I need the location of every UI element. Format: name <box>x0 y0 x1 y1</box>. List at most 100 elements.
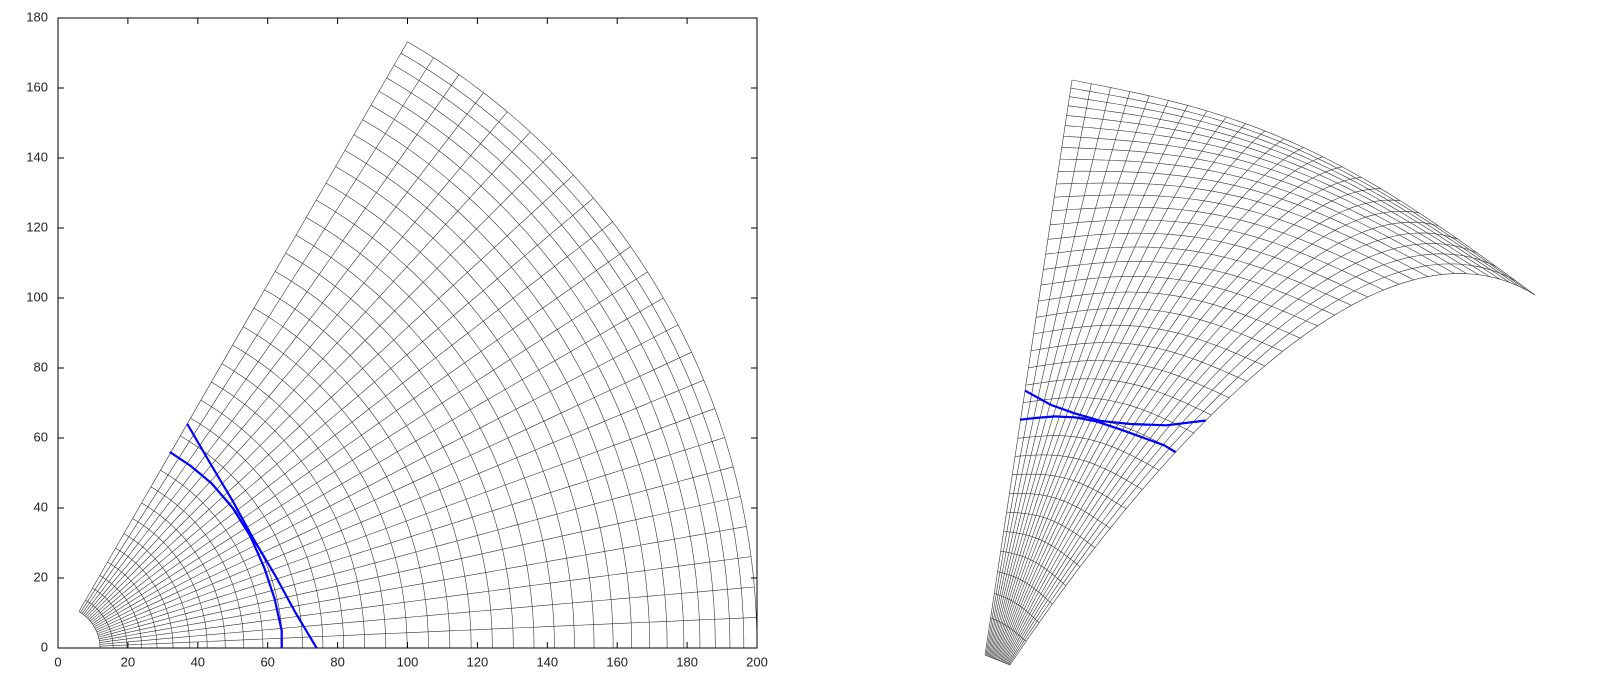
mesh-line <box>1066 115 1501 280</box>
mesh-line <box>115 547 174 649</box>
mesh-line <box>1043 261 1335 316</box>
mesh-line <box>295 234 535 649</box>
mesh-line <box>1012 473 1127 510</box>
mesh-line <box>1061 147 1468 274</box>
mesh-left <box>78 41 758 649</box>
x-tick-label: 200 <box>746 654 768 669</box>
y-tick-label: 20 <box>34 569 48 584</box>
mesh-line <box>1003 210 1420 663</box>
mesh-line <box>221 363 387 649</box>
mesh-line <box>335 166 614 649</box>
mesh-line <box>362 119 668 649</box>
plot-frame <box>57 17 758 649</box>
mesh-line <box>211 381 365 649</box>
mesh-line <box>997 571 1053 605</box>
mesh-line <box>984 654 1011 666</box>
mesh-line <box>1036 308 1283 352</box>
mesh-line <box>407 41 758 649</box>
mesh-line <box>1069 96 1519 287</box>
x-tick-label: 180 <box>676 654 698 669</box>
mesh-line <box>378 90 701 649</box>
mesh-line <box>1063 135 1479 275</box>
data-line-projected <box>1024 389 1206 427</box>
mesh-line <box>994 593 1040 623</box>
mesh-line <box>344 150 633 649</box>
mesh-line <box>1068 105 1510 283</box>
y-tick-label: 0 <box>41 639 48 654</box>
mesh-line <box>316 199 575 649</box>
x-tick-label: 60 <box>260 654 274 669</box>
mesh-line <box>1025 378 1212 416</box>
mesh-line <box>1004 221 1439 664</box>
mesh-line <box>370 104 685 649</box>
y-tick-label: 140 <box>26 149 48 164</box>
x-tick-label: 160 <box>606 654 628 669</box>
mesh-line <box>1006 511 1096 548</box>
mesh-line <box>275 271 493 649</box>
mesh-right <box>984 79 1536 666</box>
x-tick-label: 40 <box>191 654 205 669</box>
mesh-line <box>99 575 142 649</box>
mesh-line <box>1006 243 1478 664</box>
mesh-line <box>232 344 408 649</box>
mesh-line <box>1060 158 1455 274</box>
data-line <box>186 423 318 649</box>
mesh-line <box>1000 550 1067 586</box>
mesh-line <box>285 252 514 649</box>
mesh-line <box>386 77 716 649</box>
mesh-line <box>1000 177 1362 662</box>
mesh-line <box>990 617 1027 642</box>
mesh-line <box>1054 194 1414 281</box>
mesh-line <box>1003 531 1081 568</box>
mesh-line <box>243 326 429 649</box>
y-tick-label: 100 <box>26 289 48 304</box>
mesh-line <box>988 95 1150 657</box>
x-tick-label: 140 <box>536 654 558 669</box>
mesh-line <box>1002 199 1400 663</box>
y-tick-label: 80 <box>34 359 48 374</box>
mesh-line <box>1009 493 1111 529</box>
x-tick-label: 120 <box>467 654 489 669</box>
mesh-line <box>180 435 303 649</box>
mesh-line <box>107 561 158 649</box>
x-tick-label: 0 <box>54 654 61 669</box>
mesh-line <box>353 134 651 649</box>
mesh-line <box>1058 170 1442 275</box>
mesh-line <box>1009 273 1536 666</box>
data-line-projected <box>1019 415 1177 454</box>
mesh-line <box>1033 324 1265 367</box>
mesh-line <box>986 87 1111 656</box>
mesh-line <box>92 587 128 649</box>
mesh-line <box>85 599 114 649</box>
mesh-line <box>306 217 555 649</box>
mesh-line <box>995 130 1266 660</box>
mesh-line <box>1001 188 1381 662</box>
y-tick-label: 180 <box>26 9 48 24</box>
mesh-line <box>393 64 731 649</box>
mesh-line <box>264 289 472 649</box>
mesh-line <box>999 166 1343 661</box>
mesh-line <box>1045 246 1352 306</box>
mesh-line <box>253 307 451 649</box>
mesh-line <box>1065 125 1490 277</box>
y-tick-label: 160 <box>26 79 48 94</box>
mesh-line <box>1008 263 1516 665</box>
mesh-line <box>1030 342 1248 382</box>
x-tick-label: 100 <box>397 654 419 669</box>
mesh-line <box>1070 87 1528 291</box>
mesh-line <box>150 486 245 649</box>
mesh-line <box>1056 182 1429 277</box>
mesh-line <box>200 400 344 649</box>
mesh-line <box>123 533 191 649</box>
mesh-line <box>1071 79 1536 296</box>
mesh-line <box>325 182 595 649</box>
mesh-line <box>1028 360 1230 399</box>
mesh-line <box>1040 276 1318 327</box>
mesh-line <box>190 417 324 649</box>
mesh-line <box>1052 206 1400 285</box>
mesh-line <box>1015 454 1143 490</box>
mesh-line <box>990 105 1189 658</box>
mesh-line <box>1017 435 1160 471</box>
